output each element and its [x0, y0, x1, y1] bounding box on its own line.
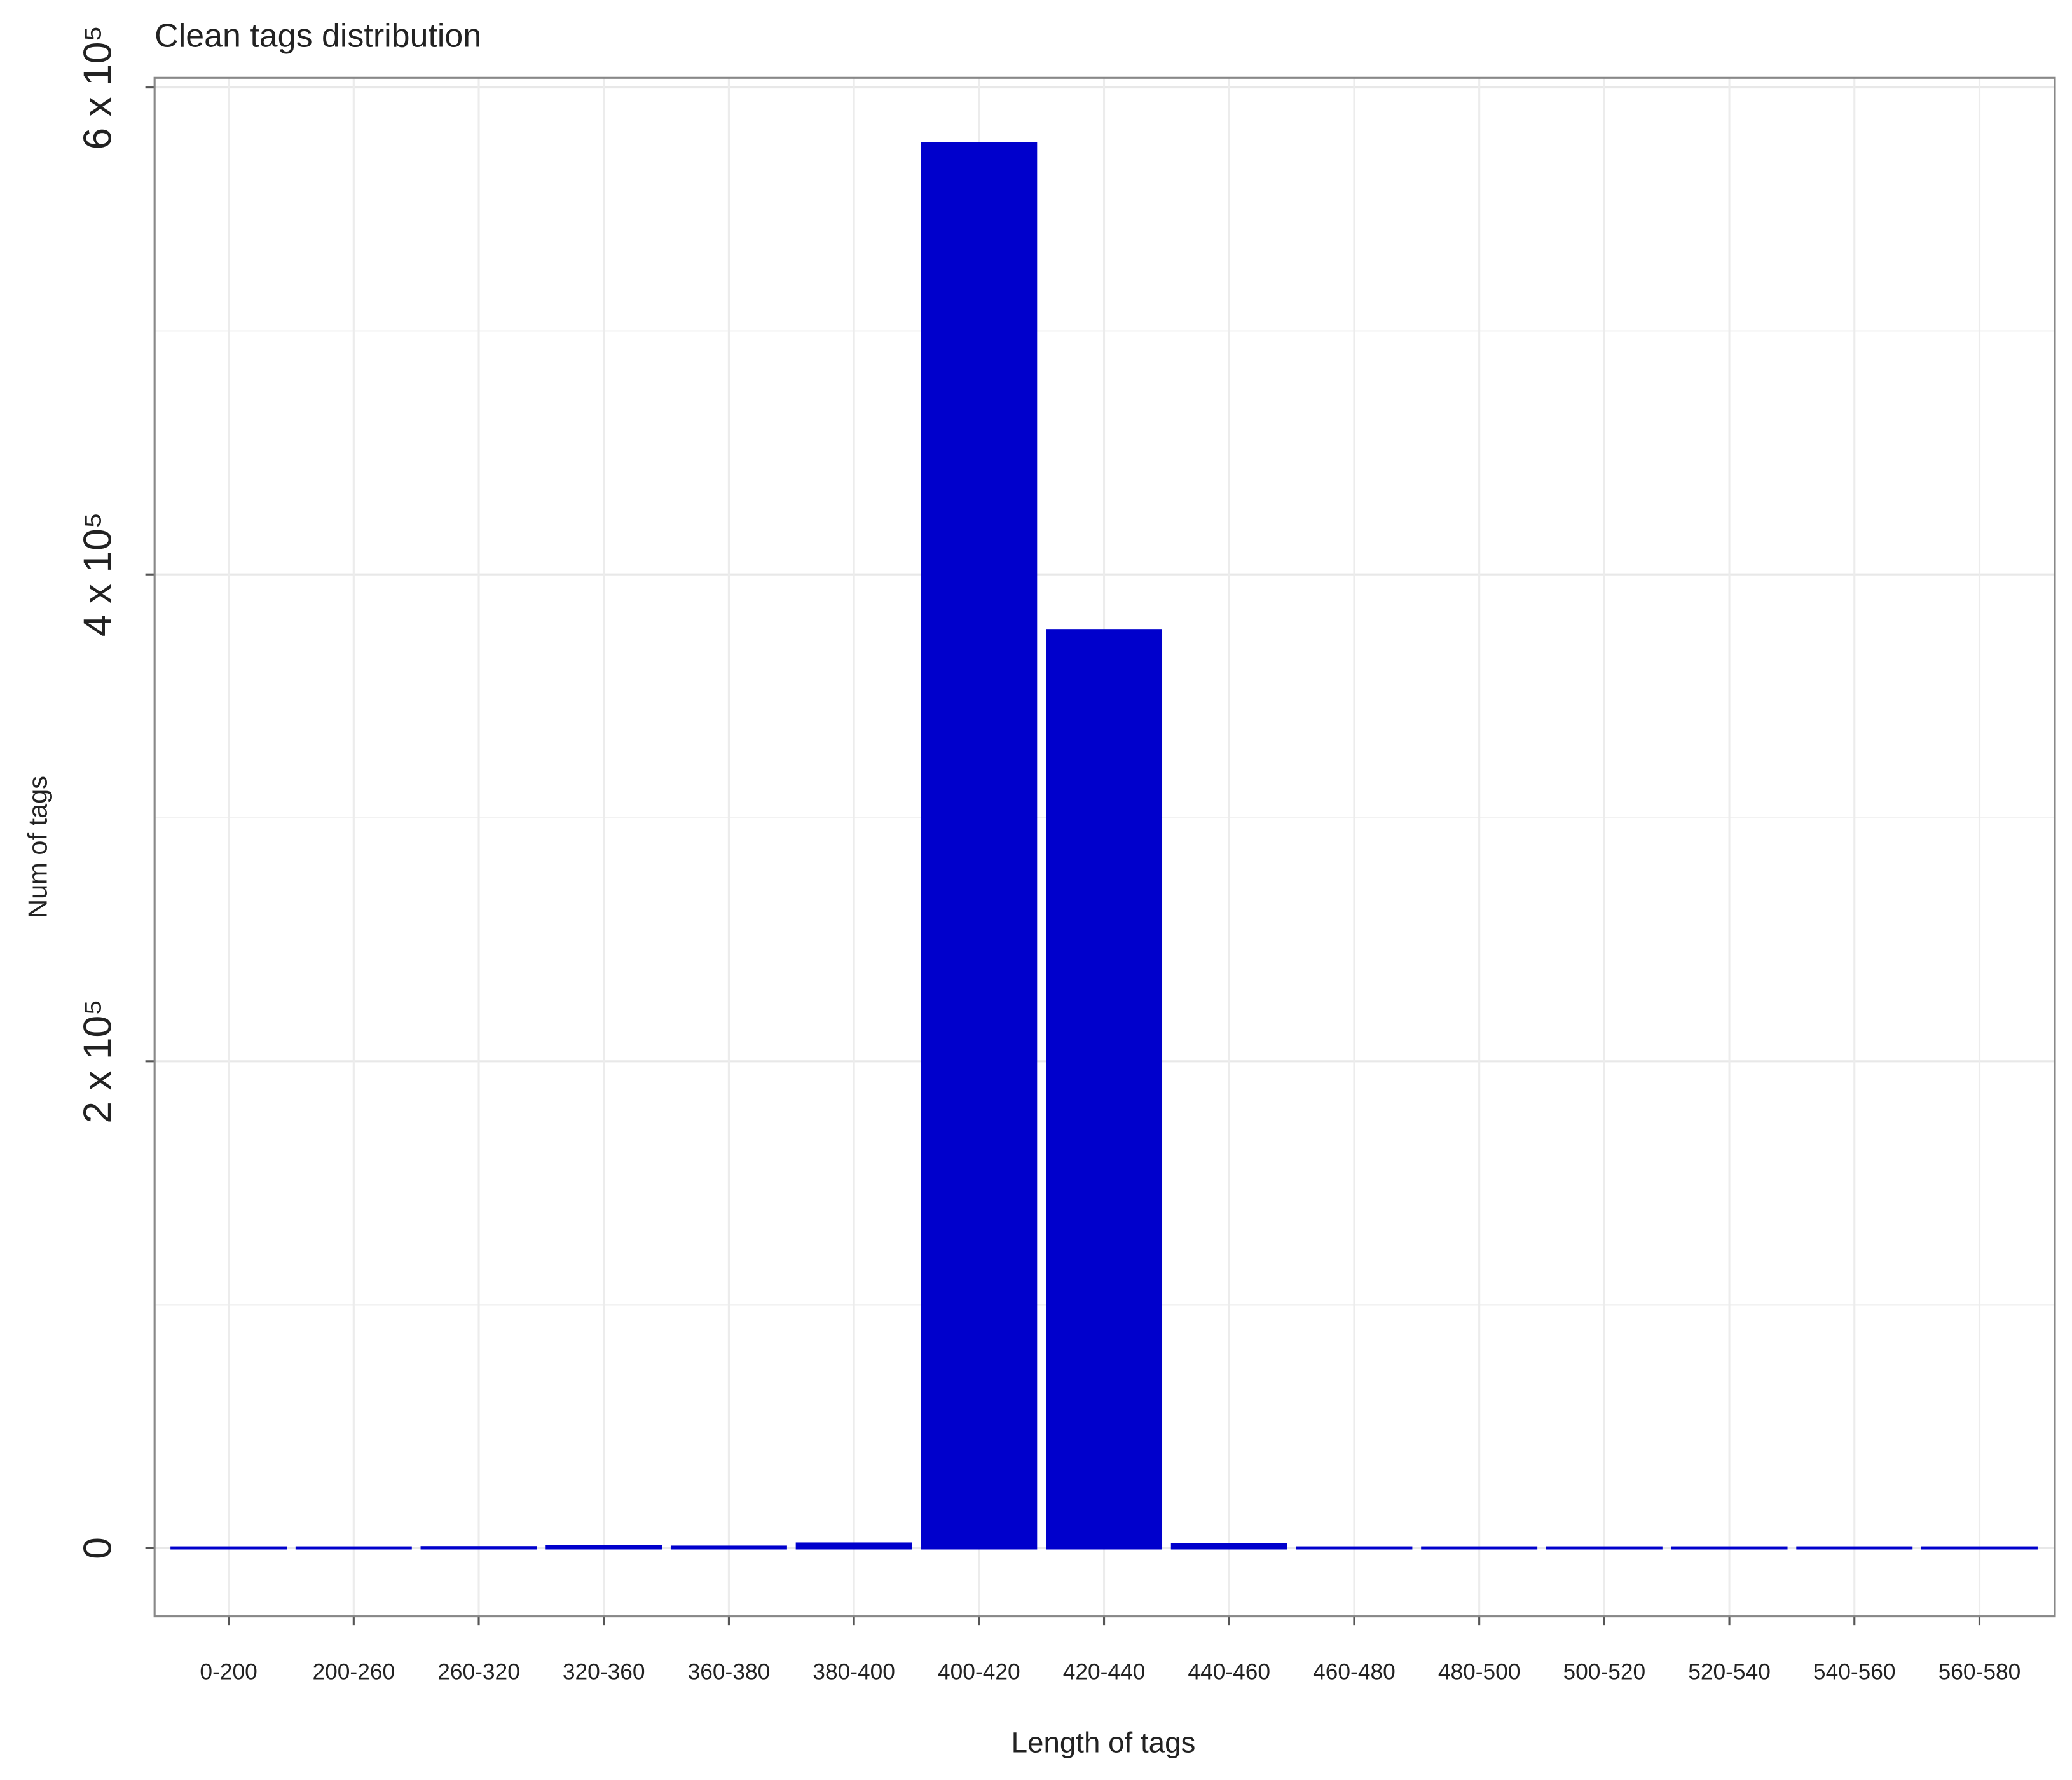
marks [170, 142, 2038, 1550]
bar [545, 1545, 662, 1550]
bar [1046, 629, 1163, 1550]
bar [1170, 1543, 1287, 1550]
bar [1671, 1546, 1788, 1550]
bar [1546, 1546, 1663, 1550]
x-tick-label: 460-480 [1313, 1659, 1396, 1684]
bar [921, 142, 1038, 1550]
y-tick-label: 2 x 10⁵ [76, 999, 120, 1124]
bar [670, 1545, 787, 1550]
x-tick-label: 540-560 [1813, 1659, 1896, 1684]
grid: 0 2 x 10⁵ 4 x 10⁵ 6 x 10⁵ 0-200 200-260 260-32… [76, 25, 2055, 1684]
panel-border [153, 76, 2056, 1618]
y-tick-label: 6 x 10⁵ [76, 25, 120, 150]
bar [1421, 1546, 1538, 1550]
x-tick-label: 400-420 [938, 1659, 1020, 1684]
x-tick-label: 480-500 [1438, 1659, 1521, 1684]
x-tick-label: 560-580 [1938, 1659, 2021, 1684]
x-tick-label: 0-200 [200, 1659, 257, 1684]
bar [1921, 1546, 2038, 1550]
bar [170, 1546, 287, 1550]
x-tick-label: 320-360 [563, 1659, 645, 1684]
bar [295, 1546, 412, 1550]
bar [1296, 1546, 1413, 1550]
y-axis-label: Num of tags [22, 776, 52, 918]
x-axis-label: Length of tags [1012, 1726, 1196, 1758]
x-tick-label: 260-320 [437, 1659, 520, 1684]
x-tick-label: 520-540 [1688, 1659, 1771, 1684]
chart-title: Clean tags distribution [154, 18, 481, 55]
x-tick-label: 500-520 [1563, 1659, 1646, 1684]
x-tick-label: 360-380 [688, 1659, 771, 1684]
bar [420, 1546, 537, 1550]
x-tick-label: 440-460 [1188, 1659, 1270, 1684]
x-tick-label: 420-440 [1063, 1659, 1146, 1684]
bar [795, 1542, 912, 1550]
x-tick-label: 200-260 [312, 1659, 395, 1684]
y-tick-label: 0 [76, 1537, 120, 1559]
y-tick-label: 4 x 10⁵ [76, 512, 120, 637]
bar [1796, 1546, 1913, 1550]
x-tick-label: 380-400 [813, 1659, 895, 1684]
